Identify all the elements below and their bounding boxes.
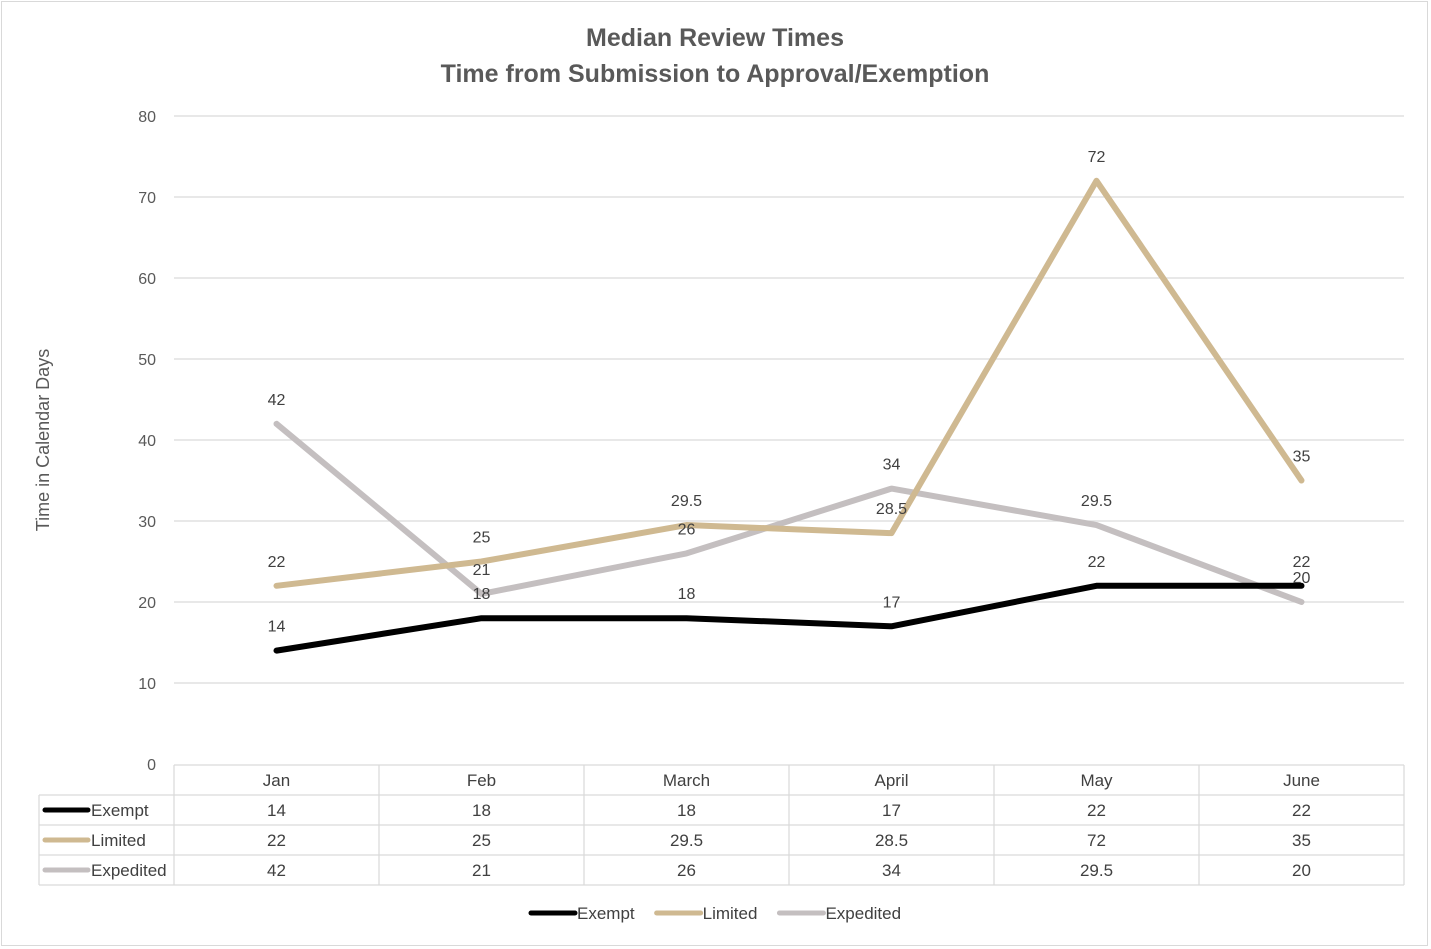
x-tick-label-jan: Jan — [263, 771, 290, 790]
data-label-expedited: 34 — [883, 457, 901, 474]
data-labels: 14 18 18 17 22 22 22 25 29.5 28.5 72 35 42 21 26 34 29.5… — [268, 149, 1311, 636]
series-line-exempt — [273, 582, 1305, 654]
table-series-name-expedited: Expedited — [91, 861, 167, 880]
series-line-limited — [273, 177, 1305, 589]
chart-title: Median Review Times — [586, 24, 844, 52]
table-cell: 26 — [677, 861, 696, 880]
table-cell: 21 — [472, 861, 491, 880]
legend-label-exempt: Exempt — [577, 904, 635, 923]
y-tick-label-60: 60 — [138, 271, 156, 288]
table-cell: 42 — [267, 861, 286, 880]
table-cell: 22 — [267, 831, 286, 850]
data-label-exempt: 14 — [268, 619, 286, 636]
table-cell: 34 — [882, 861, 901, 880]
table-cell: 18 — [677, 801, 696, 820]
data-label-limited: 72 — [1088, 149, 1106, 166]
y-tick-label-80: 80 — [138, 109, 156, 126]
y-tick-labels: 0 10 20 30 40 50 60 70 80 — [138, 109, 156, 774]
data-label-exempt: 22 — [1293, 554, 1311, 571]
data-label-expedited: 21 — [473, 562, 491, 579]
table-cell: 20 — [1292, 861, 1311, 880]
data-label-expedited: 42 — [268, 392, 286, 409]
y-axis-title: Time in Calendar Days — [33, 349, 53, 531]
table-cell: 35 — [1292, 831, 1311, 850]
data-label-limited: 22 — [268, 554, 286, 571]
data-label-limited: 29.5 — [671, 493, 702, 510]
gridlines — [174, 115, 1404, 684]
data-table: Jan Feb March April May June Exempt 14 18 18 17 22 2… — [38, 764, 1405, 886]
data-label-exempt: 22 — [1088, 554, 1106, 571]
series-line-expedited — [273, 420, 1305, 605]
table-series-name-exempt: Exempt — [91, 801, 149, 820]
series-lines — [273, 177, 1305, 654]
table-cell: 72 — [1087, 831, 1106, 850]
y-tick-label-70: 70 — [138, 190, 156, 207]
table-cell: 28.5 — [875, 831, 908, 850]
chart-subtitle: Time from Submission to Approval/Exempti… — [441, 60, 990, 88]
data-label-exempt: 17 — [883, 594, 901, 611]
table-cell: 14 — [267, 801, 286, 820]
y-tick-label-10: 10 — [138, 676, 156, 693]
y-tick-label-20: 20 — [138, 595, 156, 612]
x-tick-label-june: June — [1283, 771, 1320, 790]
data-label-limited: 35 — [1293, 449, 1311, 466]
table-cell: 25 — [472, 831, 491, 850]
table-cell: 29.5 — [670, 831, 703, 850]
data-label-limited: 25 — [473, 530, 491, 547]
data-label-limited: 28.5 — [876, 501, 907, 518]
y-tick-label-0: 0 — [147, 757, 156, 774]
data-label-expedited: 29.5 — [1081, 493, 1112, 510]
x-tick-label-april: April — [874, 771, 908, 790]
data-label-expedited: 20 — [1293, 570, 1311, 587]
table-cell: 17 — [882, 801, 901, 820]
legend-label-expedited: Expedited — [825, 904, 901, 923]
y-tick-label-30: 30 — [138, 514, 156, 531]
table-cell: 22 — [1292, 801, 1311, 820]
table-series-name-limited: Limited — [91, 831, 146, 850]
x-tick-label-march: March — [663, 771, 710, 790]
legend: Exempt Limited Expedited — [528, 904, 901, 923]
data-label-exempt: 18 — [473, 586, 491, 603]
table-cell: 22 — [1087, 801, 1106, 820]
legend-label-limited: Limited — [703, 904, 758, 923]
table-cell: 29.5 — [1080, 861, 1113, 880]
y-tick-label-40: 40 — [138, 433, 156, 450]
table-cell: 18 — [472, 801, 491, 820]
data-label-expedited: 26 — [678, 521, 696, 538]
data-label-exempt: 18 — [678, 586, 696, 603]
x-tick-label-feb: Feb — [467, 771, 496, 790]
y-tick-label-50: 50 — [138, 352, 156, 369]
x-tick-label-may: May — [1080, 771, 1113, 790]
